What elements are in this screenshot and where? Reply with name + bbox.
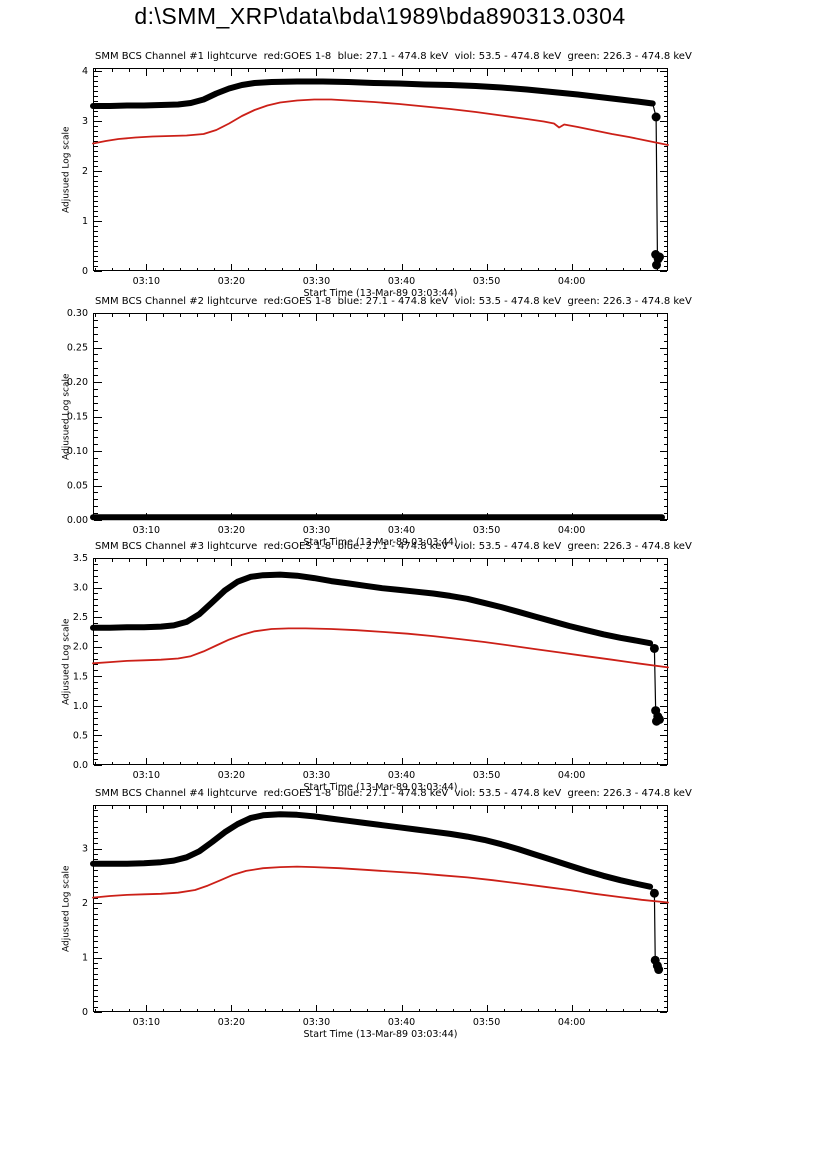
- end-marker-dot: [652, 260, 662, 270]
- channel-4-title: SMM BCS Channel #4 lightcurve red:GOES 1…: [95, 788, 692, 799]
- x-tick-label: 04:00: [558, 525, 585, 536]
- y-tick-label: 2.0: [73, 642, 88, 653]
- x-tick-label: 03:50: [473, 1017, 500, 1028]
- y-tick-label: 2: [82, 166, 88, 177]
- end-marker-dot: [654, 252, 664, 262]
- channel-4-x-axis-label: Start Time (13-Mar-89 03:03:44): [303, 1029, 458, 1040]
- end-marker-dot: [649, 888, 659, 898]
- series: [649, 642, 657, 713]
- x-tick-label: 03:40: [388, 1017, 415, 1028]
- axis-frame: [93, 805, 668, 1013]
- y-tick-label: 0.20: [67, 377, 88, 388]
- y-tick-label: 0.30: [67, 308, 88, 319]
- channel-1-plot: 03:10 03:20 03:30 03:40 03:50 04:00 0 1 2 3 4: [82, 66, 669, 287]
- y-tick-label: 0.0: [73, 760, 88, 771]
- y-tick-label: 2.5: [73, 612, 88, 623]
- y-tick-label: 2: [82, 898, 88, 909]
- x-tick-label: 03:30: [303, 276, 330, 287]
- y-tick-label: 0.5: [73, 730, 88, 741]
- series: [92, 865, 669, 904]
- series: [92, 627, 669, 669]
- series: [652, 102, 659, 255]
- channel-3-title: SMM BCS Channel #3 lightcurve red:GOES 1…: [95, 541, 692, 552]
- channel-3-plot: 03:10 03:20 03:30 03:40 03:50 04:00 0.0 0.5 1.0 1…: [73, 553, 669, 781]
- x-tick-label: 03:30: [303, 770, 330, 781]
- y-tick-label: 0: [82, 1007, 88, 1018]
- y-tick-label: 3: [82, 844, 88, 855]
- y-tick-label: 1: [82, 953, 88, 964]
- x-tick-label: 03:40: [388, 525, 415, 536]
- x-tick-label: 03:40: [388, 770, 415, 781]
- end-marker-dot: [652, 716, 662, 726]
- y-tick-label: 3: [82, 116, 88, 127]
- x-tick-label: 03:10: [133, 1017, 160, 1028]
- end-marker-dot: [654, 965, 664, 975]
- channel-1-title: SMM BCS Channel #1 lightcurve red:GOES 1…: [95, 51, 692, 62]
- x-tick-label: 04:00: [558, 276, 585, 287]
- x-tick-label: 03:10: [133, 525, 160, 536]
- y-tick-label: 0.15: [67, 412, 88, 423]
- y-tick-label: 0: [82, 266, 88, 277]
- x-tick-label: 03:20: [218, 276, 245, 287]
- y-tick-label: 0.25: [67, 343, 88, 354]
- axis-frame: [93, 68, 668, 272]
- x-tick-label: 03:30: [303, 1017, 330, 1028]
- x-tick-label: 03:20: [218, 525, 245, 536]
- end-marker-dot: [649, 643, 659, 653]
- series: [90, 571, 654, 647]
- axis-frame: [93, 558, 668, 766]
- y-tick-label: 4: [82, 66, 88, 77]
- y-tick-label: 1: [82, 216, 88, 227]
- channel-2-title: SMM BCS Channel #2 lightcurve red:GOES 1…: [95, 296, 692, 307]
- x-tick-label: 04:00: [558, 770, 585, 781]
- channel-2-plot: 03:10 03:20 03:30 03:40 03:50 04:00 0.00 0.05 0.…: [67, 308, 668, 536]
- y-tick-label: 0.10: [67, 446, 88, 457]
- x-tick-label: 03:10: [133, 770, 160, 781]
- x-tick-label: 03:20: [218, 1017, 245, 1028]
- x-tick-label: 04:00: [558, 1017, 585, 1028]
- channel-3-x-axis-label: Start Time (13-Mar-89 03:03:44): [303, 782, 458, 793]
- channel-2-x-axis-label: Start Time (13-Mar-89 03:03:44): [303, 537, 458, 548]
- series: [92, 98, 669, 146]
- y-tick-label: 3.5: [73, 553, 88, 564]
- y-tick-label: 1.0: [73, 701, 88, 712]
- x-tick-label: 03:40: [388, 276, 415, 287]
- x-tick-label: 03:30: [303, 525, 330, 536]
- y-tick-label: 3.0: [73, 583, 88, 594]
- page-title: d:\SMM_XRP\data\bda\1989\bda890313.0304: [134, 3, 626, 29]
- series: [90, 78, 656, 109]
- x-tick-label: 03:50: [473, 276, 500, 287]
- channel-1-x-axis-label: Start Time (13-Mar-89 03:03:44): [303, 288, 458, 299]
- x-tick-label: 03:50: [473, 525, 500, 536]
- y-tick-label: 1.5: [73, 671, 88, 682]
- x-tick-label: 03:10: [133, 276, 160, 287]
- x-tick-label: 03:50: [473, 770, 500, 781]
- end-marker-dot: [651, 112, 661, 122]
- x-tick-label: 03:20: [218, 770, 245, 781]
- channel-4-plot: 03:10 03:20 03:30 03:40 03:50 04:00 0 1 2 3: [82, 805, 669, 1028]
- axis-frame: [93, 313, 668, 521]
- y-tick-label: 0.00: [67, 515, 88, 526]
- y-tick-label: 0.05: [67, 481, 88, 492]
- series: [90, 811, 654, 890]
